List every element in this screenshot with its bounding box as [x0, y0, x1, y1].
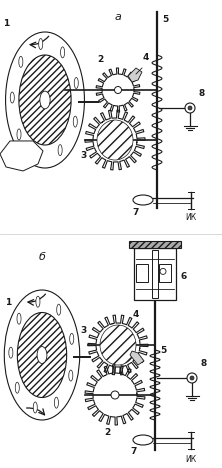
Circle shape: [102, 74, 134, 106]
Polygon shape: [0, 141, 43, 171]
Ellipse shape: [4, 290, 80, 420]
Ellipse shape: [17, 313, 21, 324]
Ellipse shape: [40, 91, 50, 109]
Bar: [129, 241, 181, 248]
Ellipse shape: [133, 435, 153, 445]
Text: 7: 7: [133, 208, 139, 217]
Text: 8: 8: [201, 359, 207, 368]
Text: 5: 5: [160, 346, 166, 355]
Ellipse shape: [58, 145, 62, 156]
Ellipse shape: [69, 370, 73, 381]
Ellipse shape: [61, 47, 65, 58]
Text: а: а: [115, 12, 121, 22]
Text: 5: 5: [162, 15, 168, 24]
Circle shape: [185, 103, 195, 113]
Circle shape: [187, 373, 197, 383]
Ellipse shape: [33, 402, 37, 413]
Text: 8: 8: [199, 89, 205, 98]
Text: 7: 7: [131, 447, 137, 456]
Circle shape: [111, 391, 119, 399]
Text: 1: 1: [5, 298, 11, 307]
Text: 1: 1: [3, 20, 9, 29]
Ellipse shape: [74, 78, 78, 88]
Text: 4: 4: [143, 53, 149, 62]
Ellipse shape: [57, 304, 61, 315]
Ellipse shape: [6, 32, 84, 168]
Ellipse shape: [9, 347, 13, 358]
Text: ИК: ИК: [185, 454, 196, 463]
Ellipse shape: [36, 296, 40, 307]
Ellipse shape: [133, 195, 153, 205]
Ellipse shape: [54, 397, 58, 408]
Text: 3: 3: [80, 326, 86, 335]
Bar: [152, 250, 158, 298]
Ellipse shape: [39, 38, 43, 50]
Polygon shape: [130, 351, 144, 365]
Circle shape: [93, 373, 137, 417]
Text: 2: 2: [104, 428, 110, 437]
Ellipse shape: [19, 55, 71, 145]
Circle shape: [190, 376, 194, 380]
Circle shape: [160, 269, 166, 274]
Ellipse shape: [17, 129, 21, 140]
Text: 2: 2: [97, 55, 103, 64]
Circle shape: [188, 106, 192, 110]
Circle shape: [96, 323, 140, 367]
Text: 6: 6: [181, 272, 187, 281]
Ellipse shape: [97, 120, 133, 160]
Bar: [136, 263, 148, 282]
Ellipse shape: [15, 382, 19, 393]
Ellipse shape: [19, 56, 23, 67]
Ellipse shape: [10, 92, 14, 103]
Text: 3: 3: [80, 151, 86, 160]
Polygon shape: [128, 68, 142, 82]
Circle shape: [93, 118, 137, 162]
Bar: [159, 263, 171, 282]
Circle shape: [115, 87, 121, 94]
Ellipse shape: [37, 346, 47, 364]
Ellipse shape: [100, 325, 136, 365]
Ellipse shape: [73, 116, 77, 127]
Text: ИК: ИК: [185, 213, 196, 222]
Text: б: б: [39, 252, 46, 262]
Bar: [134, 248, 176, 300]
Ellipse shape: [36, 150, 40, 161]
Text: 4: 4: [133, 310, 139, 319]
Ellipse shape: [17, 313, 67, 397]
Ellipse shape: [70, 333, 74, 344]
